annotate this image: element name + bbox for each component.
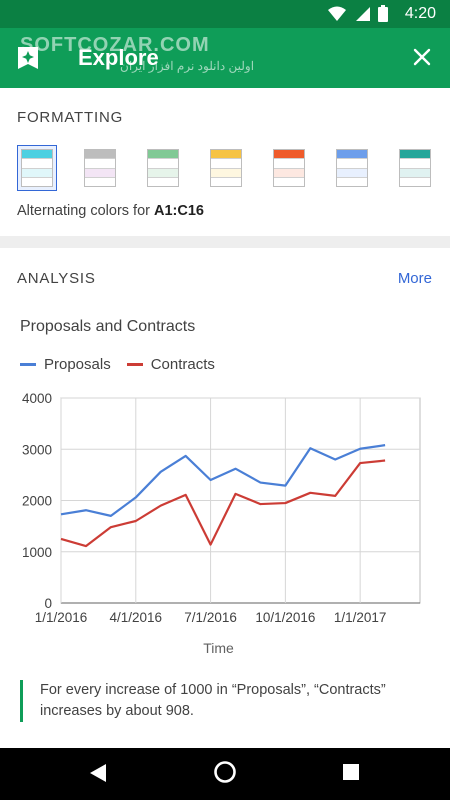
- line-chart: 0 1000 2000 3000 4000 1/1/2016 4/1/2016 7/1/201…: [22, 391, 421, 656]
- close-icon: [413, 48, 431, 66]
- swatch-preview: [147, 149, 179, 187]
- color-swatch-7[interactable]: [395, 145, 435, 191]
- x-tick-label: 1/1/2017: [334, 610, 387, 625]
- explore-icon: [18, 47, 38, 69]
- legend-swatch-proposals: [20, 363, 36, 366]
- home-icon: [214, 761, 236, 783]
- legend-item-proposals[interactable]: Proposals: [20, 356, 111, 373]
- insight-text: For every increase of 1000 in “Proposals…: [20, 680, 430, 722]
- formatting-section-title: FORMATTING: [17, 109, 124, 126]
- y-tick-label: 3000: [22, 442, 52, 457]
- swatch-preview: [21, 149, 53, 187]
- swatch-preview: [84, 149, 116, 187]
- watermark-subtitle: اولین دانلود نرم افزار ایران: [120, 59, 255, 73]
- swatch-preview: [336, 149, 368, 187]
- status-bar: 4:20: [0, 0, 450, 28]
- status-icons: [328, 5, 388, 22]
- x-tick-label: 4/1/2016: [110, 610, 163, 625]
- formatting-caption: Alternating colors for A1:C16: [17, 203, 204, 219]
- battery-icon: [378, 5, 388, 22]
- legend-item-contracts[interactable]: Contracts: [126, 356, 215, 373]
- caption-prefix: Alternating colors for: [17, 203, 155, 219]
- swatch-preview: [210, 149, 242, 187]
- status-time: 4:20: [404, 5, 436, 22]
- close-button[interactable]: [410, 45, 434, 69]
- y-tick-label: 2000: [22, 494, 52, 509]
- legend-label-proposals: Proposals: [44, 356, 111, 373]
- app-bar: SOFTCOZAR.COM اولین دانلود نرم افزار ایر…: [0, 28, 450, 88]
- color-swatch-5[interactable]: [269, 145, 309, 191]
- caption-range: A1:C16: [154, 203, 204, 219]
- analysis-section-title: ANALYSIS: [17, 270, 96, 287]
- recents-icon: [343, 764, 359, 780]
- navigation-bar: [0, 748, 450, 800]
- series-line-proposals: [60, 444, 386, 517]
- back-button[interactable]: [88, 762, 108, 784]
- home-button[interactable]: [213, 760, 237, 784]
- legend-label-contracts: Contracts: [150, 356, 215, 373]
- y-tick-label: 1000: [22, 545, 52, 560]
- color-swatch-1[interactable]: [17, 145, 57, 191]
- color-swatch-2[interactable]: [80, 145, 120, 191]
- y-tick-label: 0: [44, 596, 52, 611]
- x-tick-label: 1/1/2016: [35, 610, 88, 625]
- color-swatches: [17, 145, 450, 191]
- recents-button[interactable]: [342, 763, 360, 781]
- series-line-contracts: [60, 459, 386, 548]
- x-tick-label: 10/1/2016: [255, 610, 315, 625]
- color-swatch-3[interactable]: [143, 145, 183, 191]
- more-link[interactable]: More: [397, 270, 432, 287]
- x-axis-title: Time: [203, 640, 234, 656]
- color-swatch-4[interactable]: [206, 145, 246, 191]
- back-icon: [90, 764, 106, 782]
- swatch-preview: [273, 149, 305, 187]
- x-tick-label: 7/1/2016: [184, 610, 237, 625]
- legend-swatch-contracts: [126, 363, 143, 366]
- color-swatch-6[interactable]: [332, 145, 372, 191]
- watermark: SOFTCOZAR.COM: [20, 34, 210, 56]
- formatting-card: FORMATTING Alternating colors for A1:C16: [0, 88, 450, 236]
- swatch-preview: [399, 149, 431, 187]
- y-tick-label: 4000: [22, 391, 52, 406]
- chart-legend: Proposals Contracts: [20, 356, 231, 373]
- chart-title: Proposals and Contracts: [20, 318, 196, 335]
- wifi-icon: [328, 6, 346, 21]
- analysis-card: ANALYSIS More Proposals and Contracts Pr…: [0, 248, 450, 748]
- signal-icon: [356, 6, 370, 21]
- page-title: Explore: [78, 45, 159, 70]
